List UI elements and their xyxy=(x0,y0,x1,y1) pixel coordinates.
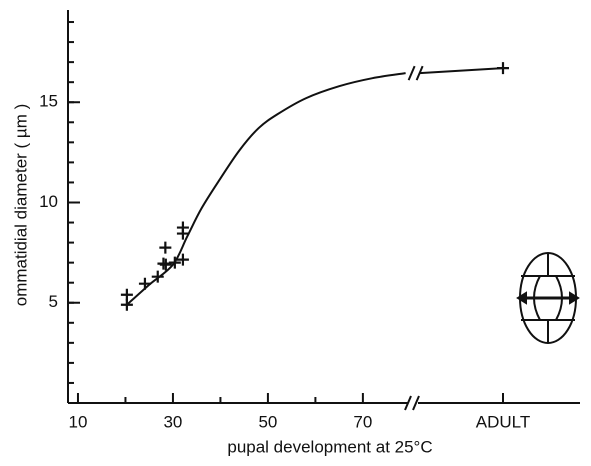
x-tick-label: ADULT xyxy=(476,412,530,431)
y-axis-label: ommatidial diameter ( µm ) xyxy=(11,104,30,307)
y-tick-label: 15 xyxy=(39,92,58,111)
data-point xyxy=(159,258,172,271)
x-tick-label: 50 xyxy=(258,412,277,431)
data-point xyxy=(176,221,189,234)
axis-break xyxy=(404,395,420,411)
data-point xyxy=(168,256,181,269)
x-tick-label: 30 xyxy=(163,412,182,431)
fit-line xyxy=(126,72,406,306)
x-tick-label: 70 xyxy=(353,412,372,431)
x-tick-label: 10 xyxy=(69,412,88,431)
adult-point xyxy=(497,62,509,75)
data-point xyxy=(120,298,133,311)
data-point xyxy=(159,241,172,254)
fit-line-adult xyxy=(419,67,504,75)
x-axis-label: pupal development at 25°C xyxy=(227,437,432,456)
inset-icon xyxy=(516,252,580,344)
data-point xyxy=(176,253,189,266)
data-point xyxy=(120,288,133,301)
y-tick-label: 10 xyxy=(39,192,58,211)
y-tick-label: 5 xyxy=(49,292,58,311)
data-point xyxy=(138,277,151,290)
data-point xyxy=(151,270,164,283)
